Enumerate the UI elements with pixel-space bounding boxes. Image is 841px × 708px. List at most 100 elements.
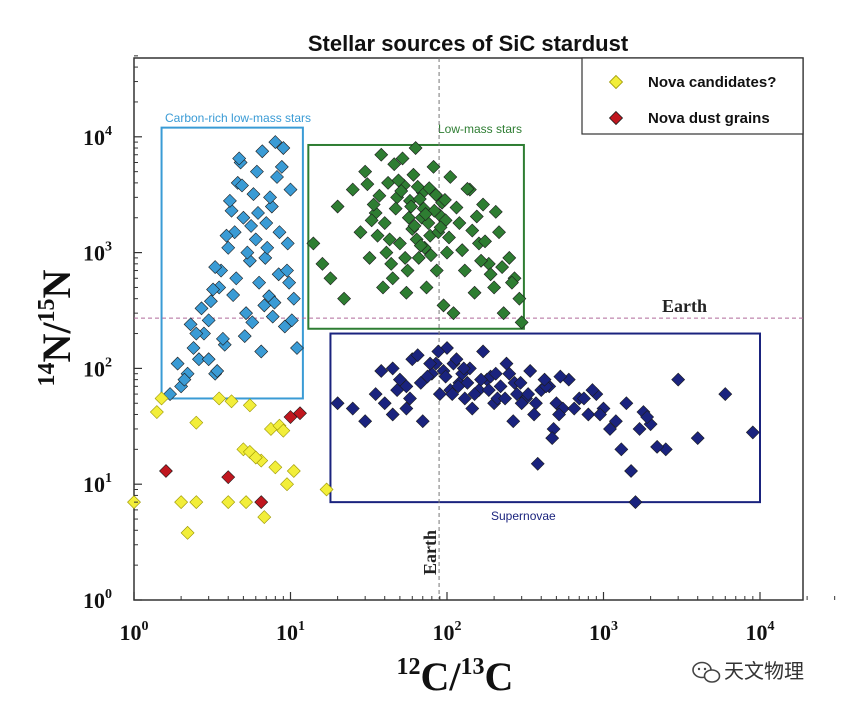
data-point: [585, 383, 600, 397]
data-point: [513, 375, 528, 390]
data-point: [392, 236, 407, 251]
data-point: [368, 387, 383, 402]
data-point: [251, 206, 265, 220]
data-point: [236, 210, 251, 225]
data-point: [465, 223, 480, 238]
data-point: [379, 245, 394, 260]
data-point: [221, 470, 236, 485]
data-point: [499, 356, 514, 371]
data-point: [415, 414, 430, 429]
data-point: [215, 331, 230, 346]
data-point: [438, 369, 453, 384]
data-point: [337, 291, 352, 306]
data-point: [398, 250, 413, 265]
data-point: [431, 344, 446, 359]
data-point: [603, 422, 617, 436]
data-point: [315, 256, 330, 271]
data-point: [330, 199, 345, 214]
data-point: [628, 495, 643, 510]
data-point: [180, 525, 195, 540]
data-point: [403, 391, 417, 406]
data-point: [521, 387, 536, 402]
x-tick-label: 102: [433, 619, 462, 645]
data-point: [408, 141, 423, 155]
data-point: [274, 159, 289, 174]
data-point: [442, 230, 456, 245]
data-point: [424, 248, 438, 263]
data-point: [221, 240, 236, 255]
data-point: [476, 344, 490, 359]
data-point: [282, 275, 297, 290]
data-point: [474, 372, 488, 387]
data-point: [429, 187, 443, 202]
y-axis-label-sup1: 14: [34, 362, 60, 386]
data-point: [426, 159, 441, 174]
x-axis-label-part2: C: [485, 654, 514, 699]
data-point: [286, 464, 301, 478]
data-point: [244, 218, 259, 233]
data-point: [242, 398, 257, 413]
x-axis-label-sup1: 12: [397, 654, 421, 680]
data-point: [283, 182, 298, 197]
data-point: [581, 407, 596, 422]
data-point: [330, 396, 345, 411]
data-point: [406, 167, 421, 182]
data-point: [413, 238, 428, 253]
data-point: [280, 477, 294, 492]
data-point: [254, 344, 269, 359]
data-point: [467, 387, 482, 402]
data-point: [452, 216, 467, 230]
data-point: [154, 391, 169, 406]
data-point: [718, 387, 733, 402]
data-point: [399, 285, 414, 300]
data-point: [189, 415, 204, 430]
data-point: [319, 482, 334, 497]
data-point: [481, 383, 496, 397]
data-point: [614, 442, 629, 457]
data-point: [502, 366, 517, 381]
y-axis-label-part1: N/: [34, 322, 79, 363]
data-point: [553, 369, 568, 384]
y-axis-label-part2: N: [34, 269, 79, 298]
data-point: [514, 396, 529, 411]
data-point: [399, 401, 414, 416]
series-nova-dust-grains: [159, 406, 307, 510]
data-point: [432, 387, 447, 402]
data-point: [374, 147, 389, 162]
data-point: [149, 405, 164, 419]
data-point: [690, 431, 705, 446]
data-point: [394, 184, 409, 198]
data-point: [252, 275, 267, 290]
series-supernovae: [330, 341, 760, 510]
data-point: [632, 422, 647, 436]
data-point: [436, 298, 451, 313]
data-point: [276, 423, 291, 438]
data-point: [506, 414, 521, 429]
data-point: [404, 199, 419, 214]
data-point: [255, 144, 270, 159]
data-point: [514, 315, 529, 330]
data-point: [240, 245, 255, 260]
data-point: [460, 181, 475, 196]
data-point: [268, 460, 283, 475]
data-point: [467, 285, 482, 300]
axis-ticks: 100 101 102 103 104 100 101 102 103 104: [83, 55, 836, 645]
data-point: [192, 352, 206, 367]
data-point: [267, 295, 282, 310]
data-point: [527, 407, 541, 422]
data-point: [410, 348, 425, 363]
data-point: [237, 329, 252, 344]
data-point: [254, 495, 269, 510]
x-tick-label: 101: [276, 619, 305, 645]
data-point: [384, 256, 399, 271]
data-point: [245, 315, 260, 330]
data-point: [382, 232, 397, 247]
earth-vertical-label: Earth: [420, 530, 440, 575]
data-point: [189, 326, 204, 341]
data-point: [400, 263, 415, 278]
data-point: [449, 352, 464, 367]
y-tick-label: 104: [83, 124, 112, 150]
data-point: [374, 364, 389, 378]
data-point: [505, 275, 519, 290]
data-point: [512, 291, 527, 306]
